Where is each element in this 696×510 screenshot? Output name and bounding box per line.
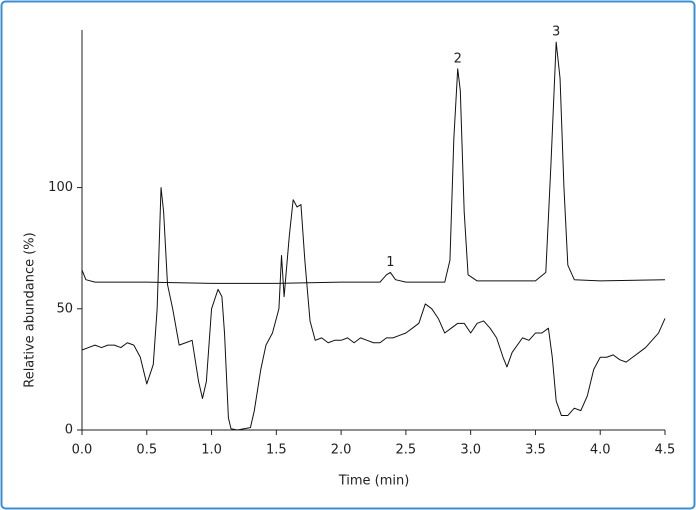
- x-axis-label: Time (min): [338, 474, 410, 489]
- y-tick-label: 50: [56, 301, 73, 316]
- peak-label: 3: [552, 25, 560, 40]
- x-tick-label: 1.5: [266, 443, 287, 458]
- trace: [81, 187, 666, 431]
- x-tick-label: 3.5: [525, 443, 546, 458]
- x-tick-label: 4.5: [655, 443, 676, 458]
- x-tick-label: 0.5: [136, 443, 157, 458]
- x-tick-label: 4.0: [590, 443, 611, 458]
- peak-label: 2: [454, 51, 462, 66]
- x-tick-label: 2.0: [331, 443, 352, 458]
- x-tick-label: 2.5: [396, 443, 417, 458]
- trace: [81, 41, 666, 284]
- y-tick-label: 0: [65, 423, 73, 438]
- peak-label: 1: [386, 255, 394, 270]
- y-axis-label: Relative abundance (%): [23, 232, 38, 388]
- y-tick-label: 100: [48, 180, 73, 195]
- x-tick-label: 3.0: [460, 443, 481, 458]
- x-tick-label: 0.0: [72, 443, 93, 458]
- x-tick-label: 1.0: [201, 443, 222, 458]
